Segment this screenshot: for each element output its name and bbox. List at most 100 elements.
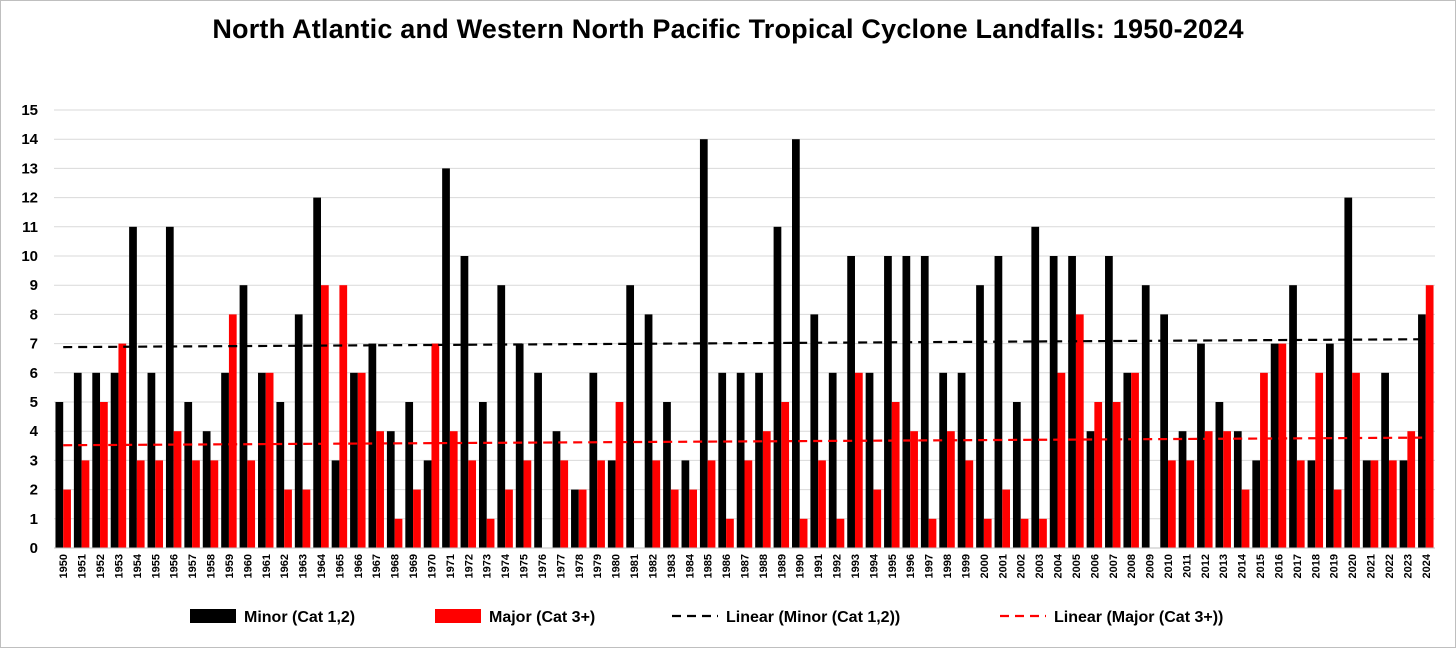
bar-major — [799, 518, 808, 548]
bar-major — [265, 372, 274, 548]
bar-minor — [147, 372, 156, 548]
bar-minor — [1233, 431, 1242, 548]
bar-major — [726, 518, 734, 548]
x-tick-label: 2015 — [1255, 554, 1267, 578]
bar-major — [1352, 372, 1360, 548]
bar-major — [1131, 372, 1139, 548]
x-tick-label: 2005 — [1071, 554, 1083, 578]
x-tick-label: 1998 — [942, 554, 954, 578]
legend: Minor (Cat 1,2) Major (Cat 3+) Linear (Min… — [190, 609, 1223, 626]
bar-major — [965, 460, 974, 548]
y-tick-label: 3 — [30, 452, 38, 469]
bar-major — [615, 402, 624, 548]
x-tick-label: 2017 — [1292, 554, 1304, 578]
bar-major — [413, 489, 421, 548]
bar-major — [228, 314, 237, 548]
x-tick-label: 1981 — [629, 554, 641, 578]
bar-minor — [920, 256, 929, 548]
bar-minor — [589, 372, 598, 548]
bar-major — [284, 489, 292, 548]
bar-major — [744, 460, 753, 548]
bar-minor — [1289, 285, 1297, 548]
bar-major — [836, 518, 845, 548]
y-tick-label: 5 — [30, 394, 38, 411]
x-tick-label: 1958 — [206, 554, 218, 578]
bar-major — [1057, 372, 1066, 548]
x-tick-label: 1957 — [187, 554, 199, 578]
x-tick-label: 1952 — [95, 554, 107, 578]
bar-major — [118, 343, 127, 548]
bar-major — [652, 460, 661, 548]
bar-minor — [423, 460, 432, 548]
x-tick-label: 1986 — [721, 554, 733, 578]
bar-minor — [1141, 285, 1150, 548]
bar-major — [1296, 460, 1305, 548]
bar-major — [468, 460, 477, 548]
bar-minor — [202, 431, 211, 548]
bar-major — [762, 431, 771, 548]
bar-major — [339, 285, 348, 548]
trendlines — [63, 338, 1426, 447]
chart-title: North Atlantic and Western North Pacific… — [212, 14, 1244, 44]
y-tick-label: 6 — [30, 365, 38, 382]
bar-minor — [994, 256, 1003, 548]
bar-minor — [1105, 256, 1113, 548]
bar-major — [136, 460, 145, 548]
bar-minor — [313, 197, 321, 548]
x-tick-label: 2008 — [1126, 554, 1138, 578]
bar-minor — [239, 285, 248, 548]
bar-major — [192, 460, 200, 548]
x-tick-label: 2014 — [1237, 553, 1249, 578]
bar-minor — [1086, 431, 1095, 548]
bar-major — [1002, 489, 1011, 548]
bar-major — [947, 431, 955, 548]
x-tick-label: 1994 — [868, 553, 880, 578]
x-tick-label: 2012 — [1200, 554, 1212, 578]
bar-minor — [386, 431, 395, 548]
x-tick-label: 1984 — [684, 553, 696, 578]
y-tick-label: 11 — [22, 219, 38, 236]
bar-minor — [1178, 431, 1187, 548]
bar-major — [1223, 431, 1231, 548]
x-tick-label: 1964 — [316, 553, 328, 578]
bar-major — [873, 489, 882, 548]
bar-minor — [276, 402, 285, 548]
bar-major — [357, 372, 366, 548]
bar-minor — [976, 285, 984, 548]
bar-minor — [957, 372, 966, 548]
x-tick-label: 1977 — [555, 554, 567, 578]
bar-minor — [1381, 372, 1389, 548]
x-tick-label: 1967 — [371, 554, 383, 578]
bar-major — [1186, 460, 1195, 548]
bar-major — [394, 518, 403, 548]
bar-minor — [663, 402, 671, 548]
bar-minor — [1270, 343, 1279, 548]
x-tick-label: 1974 — [500, 553, 512, 578]
x-tick-label: 2018 — [1310, 554, 1322, 578]
trendline — [63, 338, 1426, 349]
bar-minor — [755, 372, 763, 548]
x-tick-label: 1950 — [58, 554, 70, 578]
bar-minor — [129, 226, 137, 549]
x-tick-label: 1954 — [132, 553, 144, 578]
bar-major — [1112, 402, 1121, 548]
bar-major — [781, 402, 790, 548]
x-tick-label: 1982 — [647, 554, 659, 578]
x-tick-label: 1970 — [426, 554, 438, 578]
bar-minor — [1252, 460, 1261, 548]
bar-minor — [571, 489, 579, 548]
y-tick-label: 8 — [30, 306, 38, 323]
legend-label: Minor (Cat 1,2) — [244, 609, 355, 626]
bar-major — [854, 372, 863, 548]
bar-minor — [110, 372, 119, 548]
x-tick-label: 1961 — [261, 554, 273, 578]
bar-major — [1315, 372, 1324, 548]
legend-label: Major (Cat 3+) — [489, 609, 595, 626]
bar-minor — [884, 256, 892, 548]
bar-minor — [773, 226, 782, 549]
bar-major — [689, 489, 697, 548]
x-tick-label: 2013 — [1218, 554, 1230, 578]
x-tick-label: 1997 — [924, 554, 936, 578]
x-tick-label: 1971 — [445, 554, 457, 578]
